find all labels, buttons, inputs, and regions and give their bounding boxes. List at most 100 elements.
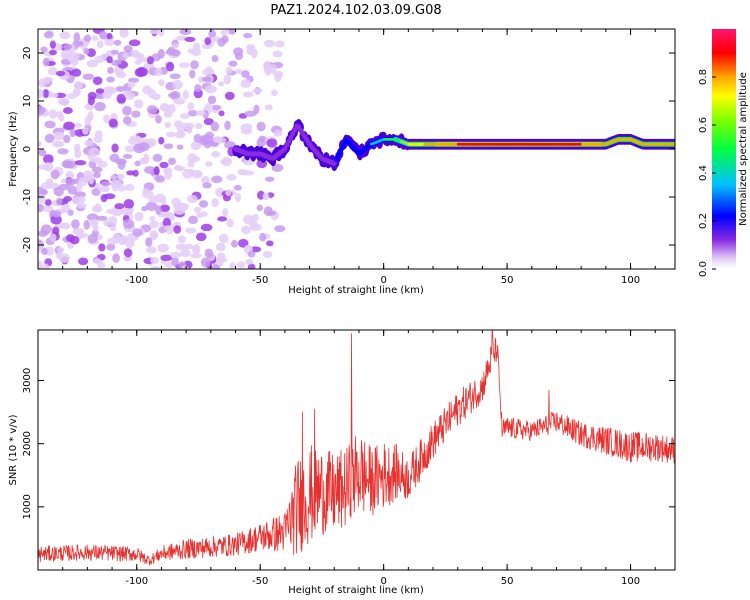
noise-blob	[55, 141, 65, 147]
noise-blob	[229, 262, 236, 269]
colorbar: 0.0 0.2 0.4 0.6 0.8 Normalized spectral ampl…	[698, 29, 749, 277]
noise-blob	[218, 233, 229, 244]
noise-blob	[224, 91, 235, 101]
noise-blob	[111, 143, 119, 153]
noise-blob	[225, 189, 232, 197]
noise-blob	[42, 57, 50, 67]
noise-blob	[57, 97, 70, 106]
noise-blob	[201, 134, 213, 144]
noise-blob	[177, 235, 186, 244]
noise-blob	[256, 121, 266, 132]
noise-blob	[106, 237, 119, 245]
noise-blob	[122, 90, 131, 97]
noise-blob	[262, 250, 273, 259]
noise-blob	[201, 76, 212, 83]
noise-blob	[256, 138, 266, 148]
noise-blob	[84, 115, 92, 126]
colorbar-tick-label: 0.4	[698, 165, 709, 181]
noise-blob	[108, 118, 118, 128]
noise-blob	[190, 252, 202, 259]
x-tick-label: 0	[380, 275, 386, 286]
noise-blob	[154, 67, 163, 77]
noise-blob	[94, 203, 102, 212]
noise-blob	[84, 139, 94, 147]
ridge-core	[672, 142, 675, 146]
noise-blob	[44, 199, 52, 206]
noise-blob	[66, 93, 78, 100]
noise-blob	[250, 246, 262, 253]
noise-blob	[246, 46, 254, 56]
noise-blob	[194, 84, 202, 93]
noise-blob	[43, 204, 54, 213]
noise-blob	[106, 208, 118, 215]
noise-blob	[63, 44, 73, 50]
noise-blob	[210, 121, 220, 132]
noise-blob	[167, 92, 179, 99]
snr-frame	[37, 329, 676, 571]
noise-blob	[82, 73, 95, 80]
noise-blob	[180, 248, 191, 258]
noise-blob	[184, 36, 196, 42]
noise-blob	[91, 188, 101, 196]
noise-blob	[233, 47, 244, 56]
noise-blob	[273, 129, 283, 137]
noise-blob	[200, 223, 213, 232]
noise-blob	[142, 190, 154, 199]
noise-blob	[145, 237, 153, 247]
ridge-mid	[341, 141, 347, 147]
noise-blob	[108, 215, 118, 226]
snr-ylabel: SNR (10 * v/v)	[8, 414, 19, 485]
noise-blob	[144, 166, 156, 174]
noise-blob	[172, 79, 183, 90]
noise-blob	[42, 88, 49, 98]
y-tick-label: -20	[22, 237, 33, 253]
noise-blob	[266, 240, 274, 247]
noise-blob	[50, 214, 62, 225]
noise-blob	[262, 192, 270, 201]
noise-blob	[44, 120, 56, 129]
ridge-mid	[284, 142, 290, 148]
noise-blob	[200, 211, 208, 217]
noise-blob	[76, 40, 84, 47]
noise-blob	[132, 228, 143, 237]
noise-blob	[127, 77, 140, 83]
noise-blob	[149, 230, 159, 240]
noise-blob	[134, 212, 144, 222]
noise-blob	[274, 40, 285, 48]
noise-blob	[103, 114, 111, 124]
noise-blob	[242, 170, 255, 176]
noise-blob	[124, 145, 136, 153]
noise-blob	[131, 110, 141, 118]
noise-blob	[38, 194, 47, 204]
noise-blob	[191, 169, 203, 179]
noise-blob	[272, 50, 283, 58]
noise-blob	[122, 52, 130, 59]
noise-blob	[119, 29, 129, 38]
noise-blob	[245, 258, 254, 265]
noise-blob	[50, 210, 62, 218]
noise-blob	[83, 34, 92, 43]
noise-blob	[61, 160, 72, 169]
noise-blob	[240, 225, 251, 235]
colorbar-tick-label: 0.0	[698, 261, 709, 277]
noise-blob	[224, 141, 236, 149]
noise-blob	[105, 32, 113, 40]
x-tick-label: 100	[621, 275, 640, 286]
y-tick-label: 1000	[22, 494, 33, 519]
noise-blob	[223, 74, 232, 85]
noise-blob	[263, 64, 273, 75]
noise-blob	[157, 29, 165, 37]
noise-blob	[164, 121, 172, 128]
noise-blob	[121, 208, 133, 216]
noise-blob	[115, 158, 127, 165]
noise-blob	[128, 39, 141, 47]
ridge-mid	[335, 153, 341, 159]
noise-blob	[83, 219, 91, 230]
noise-blob	[50, 233, 57, 242]
snr-xlabel: Height of straight line (km)	[288, 585, 424, 596]
noise-blob	[87, 233, 98, 244]
noise-blob	[176, 144, 184, 150]
snr-axes: -100 -50 0 50 100 1000 2000 3000	[22, 330, 675, 587]
